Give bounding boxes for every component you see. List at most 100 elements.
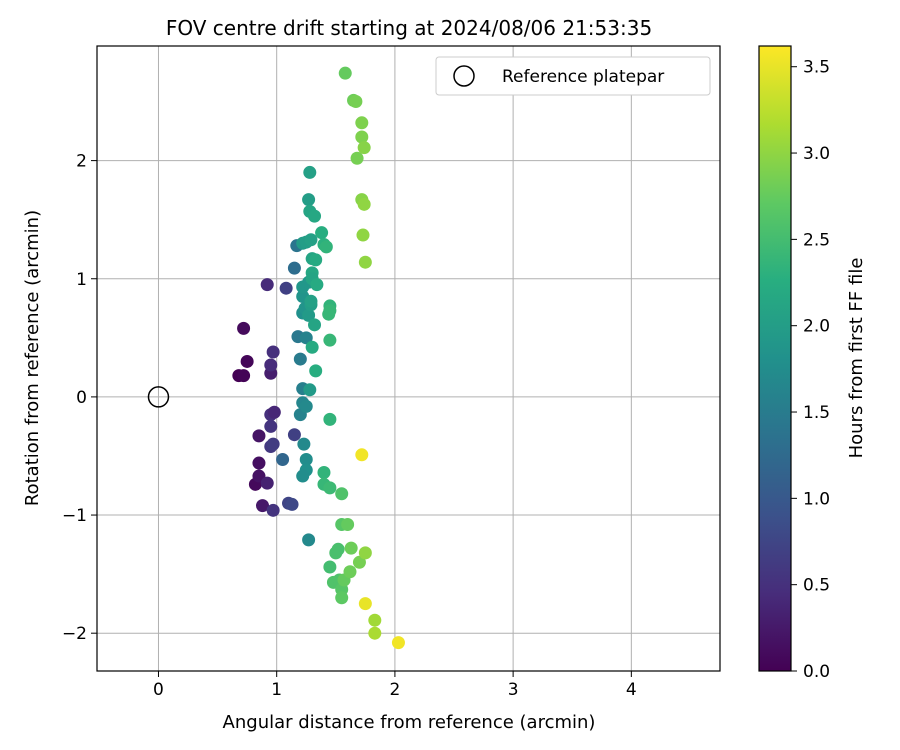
data-point xyxy=(264,419,278,433)
data-point xyxy=(305,340,319,354)
data-point xyxy=(323,560,337,574)
data-point xyxy=(343,565,357,579)
y-tick-label: 0 xyxy=(76,388,87,408)
data-point xyxy=(266,437,280,451)
colorbar-tick-label: 1.0 xyxy=(803,489,830,509)
data-point xyxy=(240,354,254,368)
data-point xyxy=(355,130,369,144)
plot-frame xyxy=(96,45,721,672)
data-point xyxy=(279,281,293,295)
colorbar-ticks: 0.0 0.5 1.0 1.5 2.0 2.5 3.0 3.5 xyxy=(791,58,830,682)
data-point xyxy=(310,278,324,292)
data-point xyxy=(285,497,299,511)
y-tick-label: 1 xyxy=(76,270,87,290)
data-point xyxy=(335,591,349,605)
data-point xyxy=(266,503,280,517)
data-point xyxy=(355,448,369,462)
colorbar-tick-label: 1.5 xyxy=(803,403,830,423)
data-point xyxy=(355,116,369,130)
chart-title: FOV centre drift starting at 2024/08/06 … xyxy=(166,16,652,40)
data-point xyxy=(357,197,371,211)
grid xyxy=(97,46,720,671)
data-point xyxy=(350,151,364,165)
colorbar: 0.0 0.5 1.0 1.5 2.0 2.5 3.0 3.5 Hours from firs… xyxy=(758,45,867,682)
data-point xyxy=(344,541,358,555)
legend-marker xyxy=(453,65,475,87)
data-point xyxy=(299,453,313,467)
data-point xyxy=(303,383,317,397)
data-point xyxy=(252,429,266,443)
legend-label: Reference platepar xyxy=(502,67,664,87)
data-point xyxy=(323,412,337,426)
y-axis-ticks: −2 −1 0 1 2 xyxy=(62,152,97,644)
data-point xyxy=(358,546,372,560)
x-tick-label: 0 xyxy=(153,680,164,700)
data-point xyxy=(308,318,322,332)
data-point xyxy=(349,95,363,109)
data-point xyxy=(356,228,370,242)
y-axis-label: Rotation from reference (arcmin) xyxy=(22,210,43,506)
data-point xyxy=(304,294,318,308)
data-point xyxy=(338,66,352,80)
data-point xyxy=(309,253,323,267)
colorbar-tick-label: 3.5 xyxy=(803,58,830,78)
data-point xyxy=(352,555,366,569)
data-point xyxy=(309,364,323,378)
data-point xyxy=(304,233,318,247)
data-point xyxy=(391,636,405,650)
data-point xyxy=(302,533,316,547)
data-point xyxy=(237,321,251,335)
colorbar-tick-label: 3.0 xyxy=(803,144,830,164)
data-point xyxy=(331,542,345,556)
y-tick-label: 2 xyxy=(76,152,87,172)
colorbar-gradient xyxy=(758,45,792,672)
data-point xyxy=(341,517,355,531)
data-point xyxy=(297,437,311,451)
data-point xyxy=(276,453,290,467)
data-point xyxy=(266,345,280,359)
data-point xyxy=(302,308,316,322)
data-point xyxy=(322,307,336,321)
colorbar-label: Hours from first FF file xyxy=(846,258,867,459)
data-point xyxy=(260,476,274,490)
colorbar-tick-label: 2.5 xyxy=(803,230,830,250)
legend-box xyxy=(435,56,711,96)
data-point xyxy=(237,369,251,383)
data-point xyxy=(287,428,301,442)
data-point xyxy=(264,358,278,372)
colorbar-tick-label: 2.0 xyxy=(803,317,830,337)
data-point xyxy=(319,240,333,254)
x-axis-label: Angular distance from reference (arcmin) xyxy=(223,712,596,733)
data-point xyxy=(302,193,316,207)
x-tick-label: 1 xyxy=(271,680,282,700)
data-point xyxy=(260,278,274,292)
data-point xyxy=(287,261,301,275)
data-point xyxy=(299,331,313,345)
data-point xyxy=(315,226,329,240)
y-tick-label: −1 xyxy=(62,506,87,526)
x-tick-label: 3 xyxy=(508,680,519,700)
data-point xyxy=(335,487,349,501)
x-tick-label: 4 xyxy=(626,680,637,700)
data-point xyxy=(299,399,313,413)
data-point xyxy=(256,499,270,513)
data-point xyxy=(368,626,382,640)
reference-platepar-marker xyxy=(147,386,170,408)
data-point xyxy=(357,141,371,155)
colorbar-tick-label: 0.0 xyxy=(803,662,830,682)
colorbar-tick-label: 0.5 xyxy=(803,576,830,596)
data-point xyxy=(293,352,307,366)
x-tick-label: 2 xyxy=(389,680,400,700)
data-point xyxy=(358,597,372,611)
data-point xyxy=(368,613,382,627)
data-point xyxy=(303,165,317,179)
data-point xyxy=(296,469,310,483)
data-points xyxy=(232,66,405,650)
data-point xyxy=(358,255,372,269)
data-point xyxy=(317,466,331,480)
data-point xyxy=(267,405,281,419)
y-tick-label: −2 xyxy=(62,624,87,644)
data-point xyxy=(252,456,266,470)
data-point xyxy=(323,333,337,347)
